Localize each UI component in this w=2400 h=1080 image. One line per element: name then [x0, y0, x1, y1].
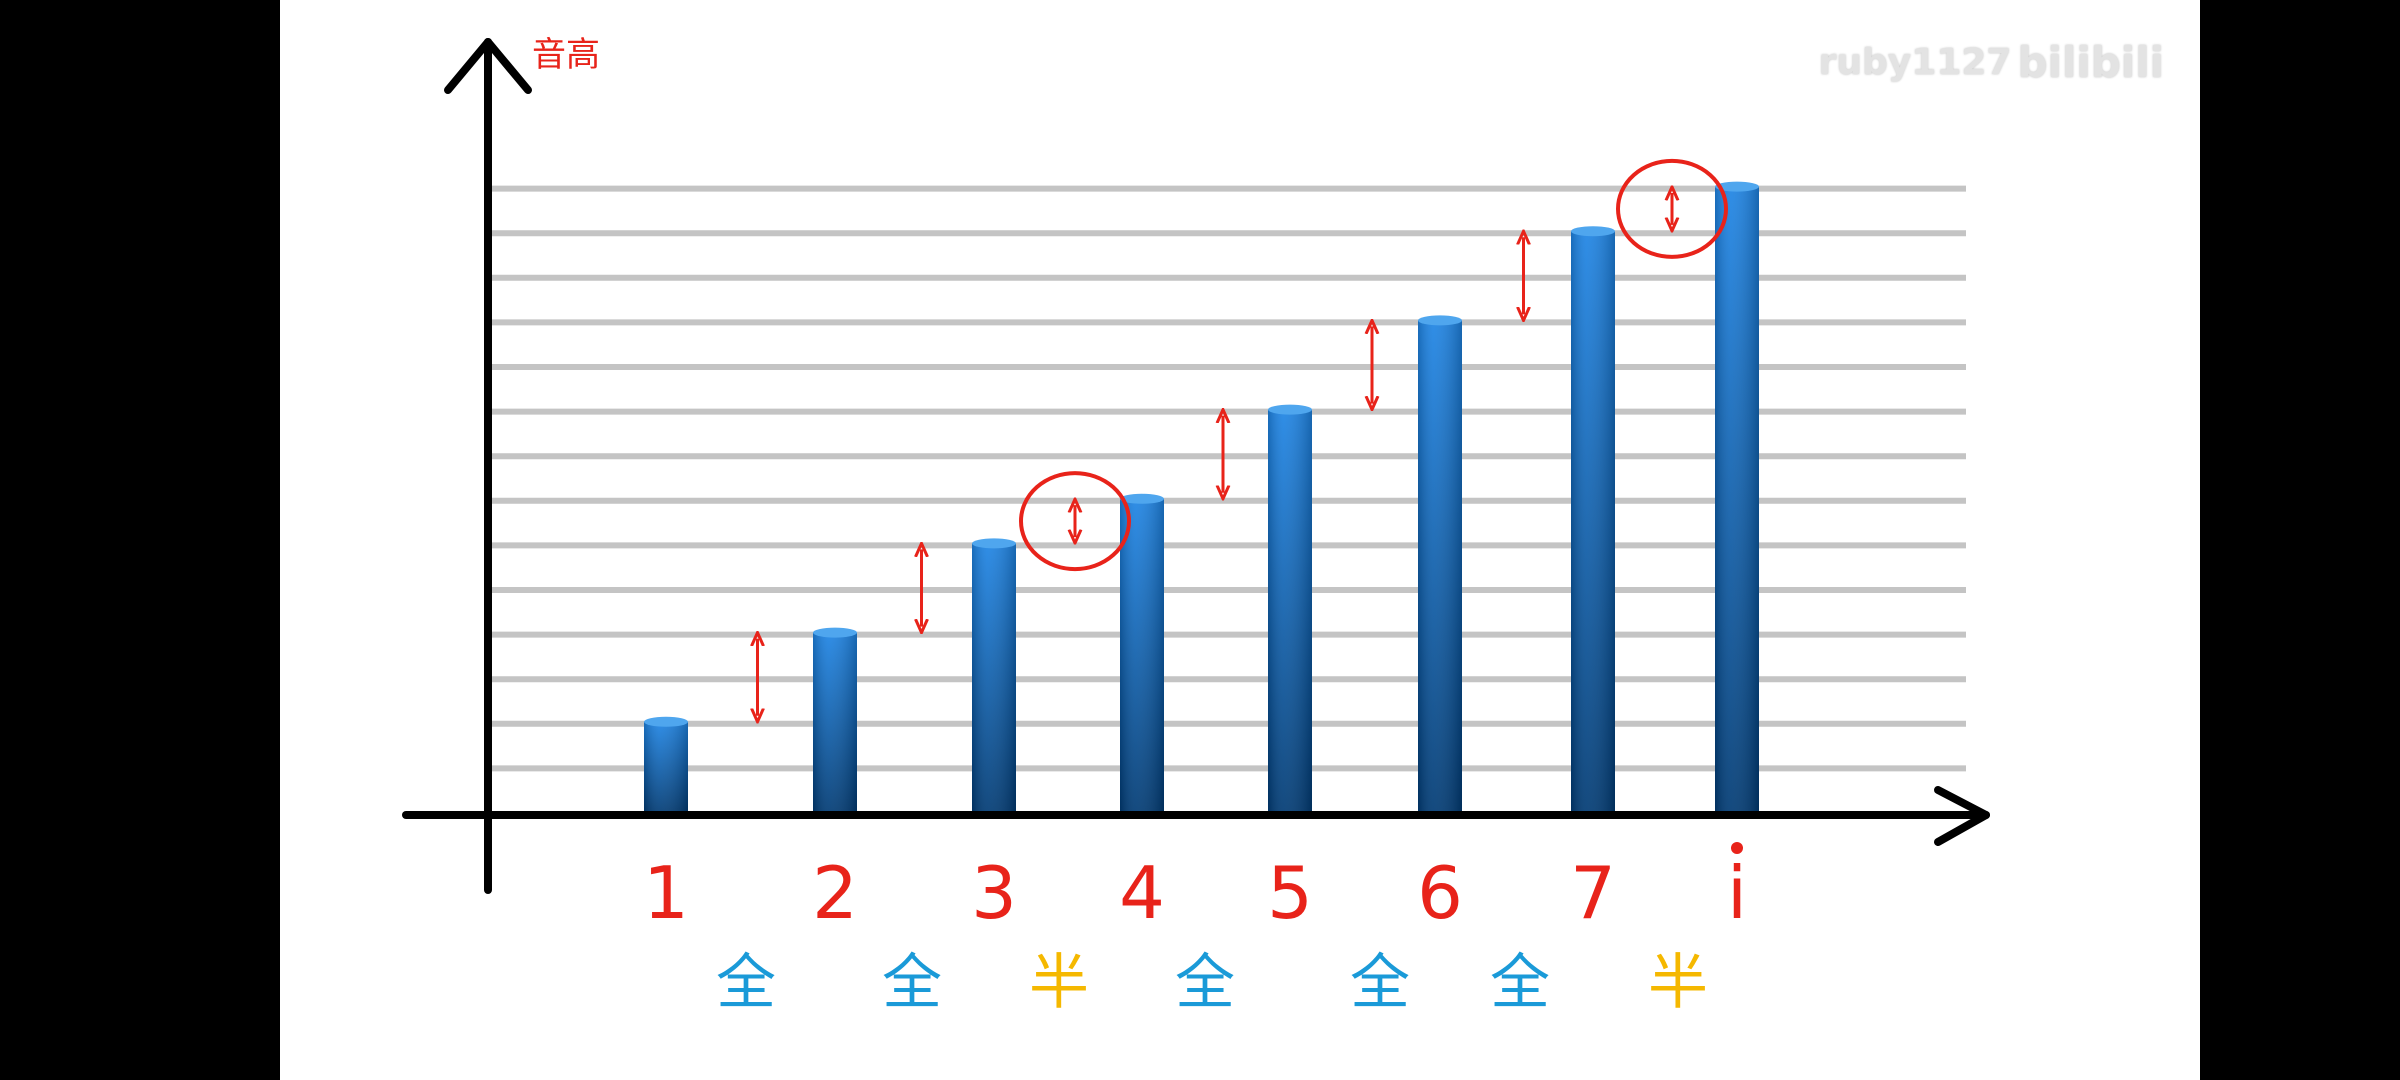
tick-label-2: 2 — [812, 851, 858, 935]
bar-shading — [1571, 231, 1615, 813]
watermark-user: ruby1127 — [1818, 42, 2012, 83]
step-labels: 全全半全全全半 — [716, 948, 1708, 1018]
bar-shading — [1268, 409, 1312, 813]
bar-4 — [1120, 493, 1164, 813]
axes: 音高 — [402, 35, 1990, 894]
bar-shading — [972, 543, 1016, 813]
step-label-whole: 全 — [882, 948, 942, 1018]
step-arrow-7 — [1616, 158, 1728, 259]
y-axis-label: 音高 — [532, 35, 600, 75]
bar-7 — [1571, 226, 1615, 813]
bar-6 — [1418, 315, 1462, 813]
tick-labels: 1 2 3 4 5 6 7 i — [643, 842, 1747, 935]
bar-2 — [813, 627, 857, 813]
tick-label-3: 3 — [971, 851, 1017, 935]
step-label-half: 半 — [1648, 948, 1708, 1018]
bar-cap — [1715, 181, 1759, 192]
bar-5 — [1268, 404, 1312, 813]
y-axis-arrowhead — [444, 38, 532, 94]
bar-shading — [813, 632, 857, 813]
step-arrows — [758, 158, 1728, 716]
bar-cap — [1268, 404, 1312, 415]
bar-shading — [1418, 320, 1462, 813]
pitch-bar-chart: 音高 1 2 3 4 5 6 7 i 全 全 半 全 全 全 半 — [402, 35, 1990, 1018]
slide-frame: 音高 1 2 3 4 5 6 7 i 全 全 半 全 全 全 半 ruby1127 bilibili — [280, 0, 2200, 1080]
step-arrow-3 — [1019, 471, 1131, 572]
bar-cap — [813, 627, 857, 638]
bar-cap — [644, 716, 688, 727]
high-octave-dot — [1731, 842, 1743, 854]
highlight-circle — [1019, 471, 1131, 572]
bar-cap — [1418, 315, 1462, 326]
tick-label-i: i — [1727, 851, 1747, 935]
bar-shading — [1120, 498, 1164, 813]
bar-cap — [972, 538, 1016, 549]
tick-label-1: 1 — [643, 851, 689, 935]
step-label-whole: 全 — [716, 948, 776, 1018]
x-axis-arrowhead — [1934, 786, 1990, 846]
step-label-whole: 全 — [1175, 948, 1235, 1018]
step-label-half: 半 — [1029, 948, 1089, 1018]
step-label-whole: 全 — [1490, 948, 1550, 1018]
bar-cap — [1571, 226, 1615, 237]
bars — [644, 181, 1759, 814]
bar-3 — [972, 538, 1016, 813]
watermark: ruby1127 bilibili — [1819, 38, 2164, 87]
bar-shading — [1715, 186, 1759, 814]
bar-i — [1715, 181, 1759, 814]
bar-1 — [644, 716, 688, 813]
watermark-brand-logo: bilibili — [2017, 38, 2164, 87]
step-label-whole: 全 — [1350, 948, 1410, 1018]
highlight-circle — [1616, 158, 1728, 259]
tick-label-7: 7 — [1570, 851, 1616, 935]
tick-label-6: 6 — [1417, 851, 1463, 935]
bar-cap — [1120, 493, 1164, 504]
bar-shading — [644, 721, 688, 813]
tick-label-5: 5 — [1267, 851, 1313, 935]
tick-label-4: 4 — [1119, 851, 1165, 935]
